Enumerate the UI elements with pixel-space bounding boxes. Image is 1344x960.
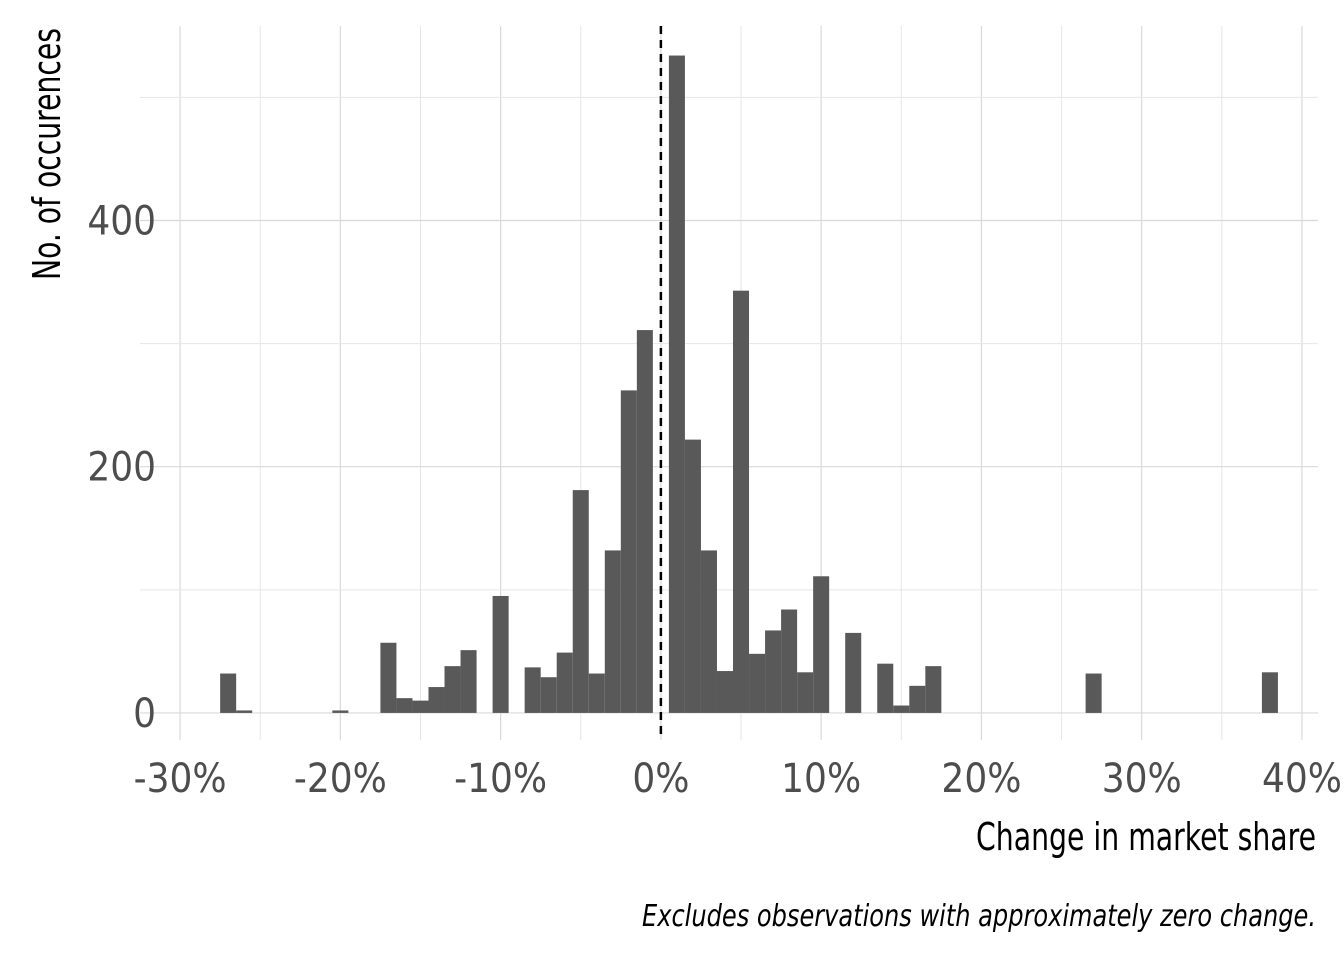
histogram-bar xyxy=(1085,673,1102,713)
histogram-bar xyxy=(492,595,509,713)
y-tick-label: 400 xyxy=(87,199,156,245)
histogram-bar xyxy=(236,710,253,713)
histogram-bar xyxy=(684,439,701,713)
chart-caption: Excludes observations with approximately… xyxy=(642,899,1316,934)
histogram-bar xyxy=(588,673,605,713)
bars xyxy=(220,55,1278,713)
histogram-bar xyxy=(540,677,557,713)
x-tick-label: 40% xyxy=(1262,756,1342,802)
histogram-bar xyxy=(332,710,349,713)
histogram-bar xyxy=(556,652,573,713)
x-tick-label: 30% xyxy=(1102,756,1182,802)
histogram-bar xyxy=(220,673,237,713)
histogram-bar xyxy=(412,700,429,713)
x-axis-title: Change in market share xyxy=(976,815,1316,859)
histogram-bar xyxy=(909,685,926,713)
histogram-bar xyxy=(781,609,798,713)
histogram-bar xyxy=(733,290,750,713)
y-tick-label: 200 xyxy=(87,445,156,491)
y-tick-label: 0 xyxy=(133,691,156,737)
histogram-bar xyxy=(604,550,621,713)
histogram-bar xyxy=(428,687,445,713)
y-axis-title: No. of occurences xyxy=(25,28,69,280)
histogram-bar xyxy=(797,672,814,713)
histogram-bar xyxy=(396,698,413,713)
histogram-bar xyxy=(700,550,717,713)
histogram-bar xyxy=(668,55,685,713)
histogram-bar xyxy=(893,705,910,713)
grid xyxy=(140,26,1318,740)
histogram-bar xyxy=(444,666,461,713)
x-tick-label: 0% xyxy=(632,756,689,802)
x-tick-label: 10% xyxy=(781,756,861,802)
x-tick-label: -10% xyxy=(454,756,547,802)
x-tick-label: 20% xyxy=(941,756,1021,802)
histogram-bar xyxy=(877,663,894,713)
histogram-bar xyxy=(460,650,477,713)
histogram-bar xyxy=(925,666,942,713)
histogram-bar xyxy=(813,576,830,713)
histogram-bar xyxy=(572,490,589,713)
histogram-bar xyxy=(716,671,734,713)
histogram-bar xyxy=(524,667,541,713)
x-tick-label: -20% xyxy=(294,756,387,802)
x-axis-tick-labels: -30% -20% -10% 0% 10% 20% 30% 40% xyxy=(134,756,1342,802)
histogram-bar xyxy=(636,330,653,713)
histogram-bar xyxy=(749,653,766,713)
histogram-bar xyxy=(845,632,862,713)
histogram-bar xyxy=(380,642,397,713)
histogram-bar xyxy=(620,390,637,713)
histogram-bar xyxy=(1261,672,1278,713)
histogram-bar xyxy=(765,630,782,713)
y-axis-tick-labels: 0 200 400 xyxy=(87,199,156,737)
x-tick-label: -30% xyxy=(134,756,227,802)
